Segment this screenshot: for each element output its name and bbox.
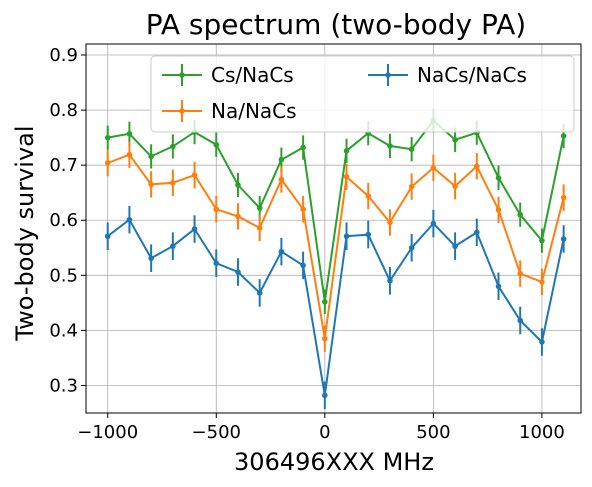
data-point	[452, 137, 458, 143]
y-tick-label: 0.8	[49, 100, 78, 121]
series-nacs-nacs	[104, 205, 567, 410]
data-point	[365, 231, 372, 238]
data-point	[539, 339, 545, 345]
legend-box	[150, 55, 575, 133]
data-point	[170, 143, 176, 150]
data-point	[191, 226, 198, 232]
chart-title: PA spectrum (two-body PA)	[146, 8, 526, 41]
data-point	[452, 183, 458, 189]
data-point	[148, 153, 154, 160]
legend: Cs/NaCs Na/NaCs NaCs/NaCs	[150, 55, 575, 133]
legend-label: Na/NaCs	[211, 99, 297, 123]
x-tick-label: −1000	[77, 422, 138, 443]
series-line	[107, 119, 565, 303]
data-point	[300, 144, 306, 151]
data-point	[322, 392, 328, 399]
data-point	[170, 243, 176, 249]
data-point	[343, 173, 350, 180]
data-point	[213, 206, 220, 213]
data-point	[473, 229, 480, 236]
legend-marker	[179, 108, 185, 114]
data-point	[517, 317, 524, 324]
data-point	[343, 233, 350, 240]
series-layer	[104, 108, 567, 410]
series-line	[107, 218, 565, 397]
legend-entry: Na/NaCs	[162, 99, 297, 123]
x-tick-label: −500	[192, 422, 241, 443]
data-point	[387, 219, 393, 226]
data-point	[278, 176, 285, 183]
plot-frame	[85, 43, 582, 414]
data-point	[126, 151, 133, 158]
data-point	[104, 233, 111, 240]
data-point	[473, 163, 480, 170]
data-point	[322, 335, 328, 342]
data-point	[408, 244, 415, 251]
data-point	[300, 262, 306, 269]
data-point	[430, 165, 437, 171]
data-point	[170, 179, 176, 186]
data-point	[104, 134, 111, 141]
data-point	[517, 211, 524, 218]
data-point	[495, 283, 502, 290]
x-axis-label: 306496XXX MHz	[234, 448, 434, 476]
data-point	[452, 243, 458, 249]
data-point	[126, 130, 133, 137]
y-tick-label: 0.7	[49, 155, 78, 176]
data-point	[560, 236, 567, 242]
data-point	[495, 206, 502, 213]
data-point	[235, 182, 241, 188]
series-na-nacs	[104, 141, 567, 352]
x-tick-label: 500	[416, 422, 450, 443]
data-point	[560, 194, 567, 201]
data-point	[148, 181, 154, 188]
data-point	[235, 213, 241, 220]
x-axis-ticks: −1000 −500 0 500 1000	[77, 413, 565, 443]
data-point	[126, 216, 133, 223]
y-tick-label: 0.5	[49, 265, 78, 286]
data-point	[430, 220, 437, 227]
data-point	[365, 193, 372, 199]
data-point	[256, 290, 263, 296]
data-point	[539, 279, 545, 285]
data-point	[256, 205, 263, 211]
y-axis-label: Two-body survival	[11, 125, 39, 341]
data-point	[539, 237, 545, 244]
y-axis-ticks: 0.3 0.4 0.5 0.6 0.7 0.8 0.9	[49, 45, 86, 396]
data-point	[278, 248, 285, 255]
legend-entry: Cs/NaCs	[162, 63, 294, 87]
data-point	[213, 141, 220, 148]
data-point	[387, 278, 393, 284]
data-point	[213, 260, 220, 266]
data-point	[235, 269, 241, 275]
data-point	[387, 143, 393, 149]
y-tick-label: 0.9	[49, 45, 78, 66]
data-point	[322, 298, 328, 305]
data-point	[517, 270, 524, 277]
x-tick-label: 0	[319, 422, 330, 443]
legend-entry: NaCs/NaCs	[368, 63, 527, 87]
data-point	[104, 160, 111, 166]
data-point	[408, 146, 415, 152]
legend-label: NaCs/NaCs	[417, 63, 527, 87]
data-point	[278, 156, 285, 163]
data-point	[560, 133, 567, 139]
data-point	[191, 172, 198, 178]
x-tick-label: 1000	[519, 422, 565, 443]
legend-marker	[179, 72, 185, 78]
y-tick-label: 0.3	[49, 375, 78, 396]
data-point	[148, 255, 154, 262]
y-tick-label: 0.6	[49, 210, 78, 231]
y-tick-label: 0.4	[49, 320, 78, 341]
data-point	[408, 183, 415, 190]
legend-marker	[385, 72, 391, 78]
data-point	[300, 206, 306, 213]
data-point	[495, 175, 502, 181]
legend-label: Cs/NaCs	[211, 63, 294, 87]
series-line	[107, 153, 565, 340]
data-point	[256, 225, 263, 231]
data-point	[343, 148, 350, 154]
